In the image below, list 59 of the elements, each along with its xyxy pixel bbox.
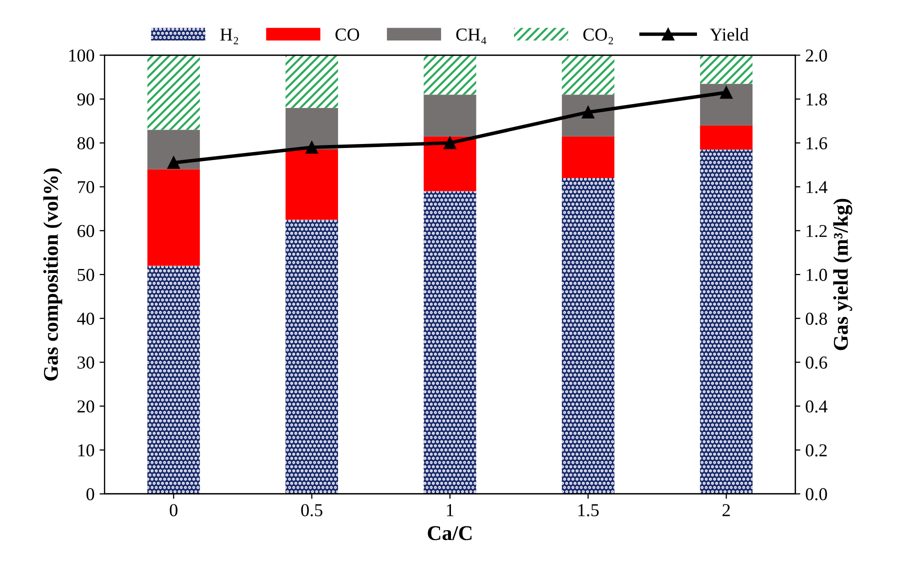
y-tick-label: 10 [78, 444, 94, 456]
y2-tick-label: 0.8 [806, 312, 827, 325]
legend-label: H₂ [220, 28, 238, 44]
y-tick-label: 50 [78, 268, 94, 281]
bar [424, 55, 476, 95]
y-tick-label: 30 [78, 356, 94, 369]
bar [700, 55, 753, 84]
bar [424, 136, 476, 192]
y2-tick-label: 1.2 [806, 224, 827, 238]
y2-tick-label: 1.6 [806, 137, 828, 150]
x-tick-label: 0.5 [301, 504, 322, 516]
y-axis-title: Gas composition (vol%) [43, 168, 62, 381]
x-tick-label: 0 [170, 504, 178, 516]
y-tick-label: 80 [77, 137, 94, 150]
bar [424, 191, 476, 494]
bar [147, 130, 200, 170]
y2-tick-label: 1.4 [806, 181, 828, 194]
x-axis-title: Ca/C [428, 526, 472, 540]
bar [286, 150, 338, 220]
y2-tick-label: 1.8 [806, 93, 827, 106]
x-tick-label: 1 [447, 504, 454, 516]
bar [700, 84, 753, 126]
legend-label: CO₂ [583, 28, 613, 44]
x-tick-label: 2 [722, 504, 730, 516]
y-tick-label: 0 [86, 488, 94, 500]
bar [286, 55, 338, 108]
y2-tick-label: 1.0 [806, 268, 827, 282]
y-tick-label: 90 [77, 93, 94, 106]
bar [562, 178, 614, 494]
bar [700, 125, 753, 150]
y-tick-label: 70 [78, 181, 94, 194]
y-tick-label: 20 [78, 400, 94, 413]
bar [147, 266, 200, 494]
x-tick-label: 1.5 [578, 504, 599, 516]
y2-tick-label: 0.4 [806, 400, 828, 413]
point [444, 136, 456, 150]
point [167, 156, 180, 169]
legend-label: CO [335, 28, 360, 41]
bar [562, 136, 614, 178]
y2-tick-label: 0.6 [806, 356, 828, 369]
bar [562, 55, 614, 95]
point [306, 141, 318, 154]
bar [424, 94, 476, 136]
legend-label: CH₄ [456, 28, 486, 44]
bar [147, 169, 200, 266]
legend-label: Yield [710, 28, 749, 41]
bar [147, 55, 200, 130]
y-tick-label: 40 [77, 312, 94, 325]
y-tick-label: 60 [78, 224, 94, 238]
bar [700, 150, 753, 494]
bar [286, 220, 338, 494]
y2-tick-label: 0.2 [806, 444, 827, 457]
y2-axis-title: Gas yield (m³/kg) [833, 198, 852, 350]
y2-tick-label: 2.0 [806, 49, 827, 62]
y2-tick-label: 0.0 [806, 488, 827, 500]
point [720, 86, 733, 99]
point [582, 106, 594, 118]
y-tick-label: 100 [69, 49, 94, 62]
bar [286, 108, 338, 150]
